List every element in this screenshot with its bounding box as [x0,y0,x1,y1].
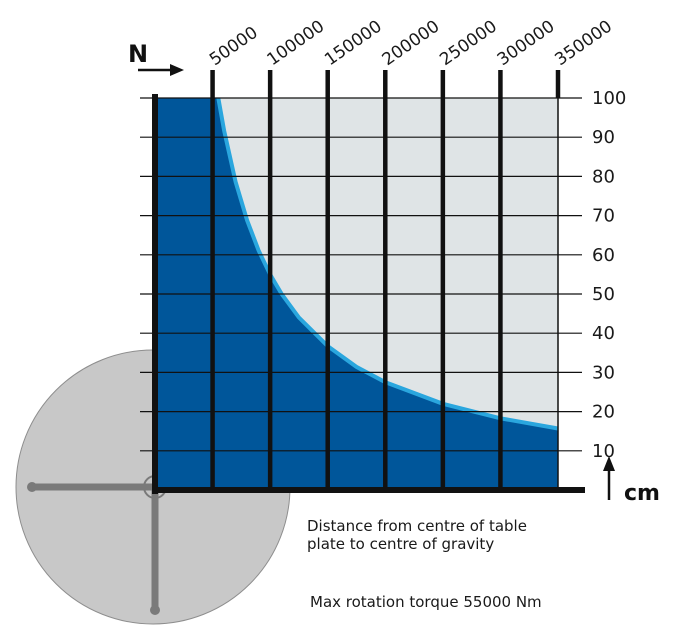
load-boundary-line [216,97,559,431]
torque-note: Max rotation torque 55000 Nm [310,593,542,611]
x-tick-label: 350000 [551,16,616,70]
y-unit-label: cm [624,481,660,506]
safe-load-area [155,98,558,490]
x-direction-arrow-icon [138,64,184,76]
y-tick-label: 80 [592,166,615,187]
x-tick-label: 50000 [206,23,262,70]
x-tick-label: 150000 [321,16,386,70]
distance-note-line2: plate to centre of gravity [307,535,495,553]
y-tick-label: 20 [592,402,615,423]
x-tick-label: 200000 [379,16,444,70]
x-unit-label: N [128,40,148,68]
x-tick-labels: 50000 10000015000020000025000030000035000… [206,16,616,70]
y-tick-label: 70 [592,206,615,227]
y-tick-label: 60 [592,245,615,266]
y-tick-label: 90 [592,127,615,148]
y-tick-label: 30 [592,362,615,383]
distance-note: Distance from centre of table plate to c… [307,517,527,553]
vertical-grid [210,70,561,490]
x-tick-label: 100000 [264,16,329,70]
y-direction-arrow-icon [603,456,615,500]
x-tick-label: 250000 [436,16,501,70]
y-tick-label: 10 [592,441,615,462]
y-tick-label: 50 [592,284,615,305]
table-arm-end-left [27,482,37,492]
y-tick-label: 40 [592,323,615,344]
y-tick-label: 100 [592,88,626,109]
distance-note-line1: Distance from centre of table [307,517,527,535]
table-arm-end-bottom [150,605,160,615]
y-tick-labels: 10 20 30 40 50 60 70 80 90 100 [592,88,626,462]
x-tick-label: 300000 [494,16,559,70]
